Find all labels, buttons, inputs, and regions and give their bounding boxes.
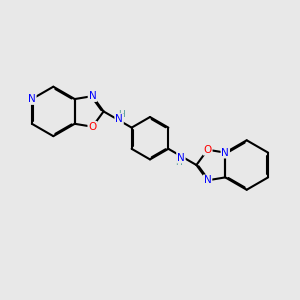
Text: N: N [177,152,185,163]
Text: N: N [221,148,229,158]
Text: O: O [88,122,97,132]
Text: N: N [88,91,96,101]
Text: H: H [176,158,182,167]
Text: N: N [28,94,36,104]
Text: H: H [118,110,124,119]
Text: N: N [204,175,212,185]
Text: N: N [115,114,123,124]
Text: O: O [203,145,212,155]
